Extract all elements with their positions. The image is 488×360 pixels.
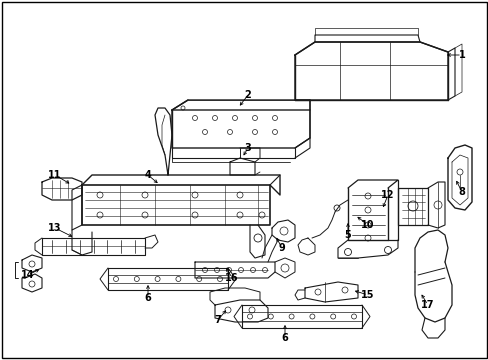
Text: 9: 9 xyxy=(278,243,285,253)
Text: 11: 11 xyxy=(48,170,61,180)
Text: 16: 16 xyxy=(225,273,238,283)
Text: 6: 6 xyxy=(144,293,151,303)
Text: 8: 8 xyxy=(458,187,465,197)
Text: 5: 5 xyxy=(344,230,351,240)
Text: 12: 12 xyxy=(381,190,394,200)
Text: 13: 13 xyxy=(48,223,61,233)
Text: 2: 2 xyxy=(244,90,251,100)
Text: 7: 7 xyxy=(214,315,221,325)
Text: 14: 14 xyxy=(21,270,35,280)
Text: 6: 6 xyxy=(281,333,288,343)
Text: 10: 10 xyxy=(361,220,374,230)
Text: 1: 1 xyxy=(458,50,465,60)
Text: 15: 15 xyxy=(361,290,374,300)
Text: 3: 3 xyxy=(244,143,251,153)
Text: 17: 17 xyxy=(420,300,434,310)
Text: 4: 4 xyxy=(144,170,151,180)
